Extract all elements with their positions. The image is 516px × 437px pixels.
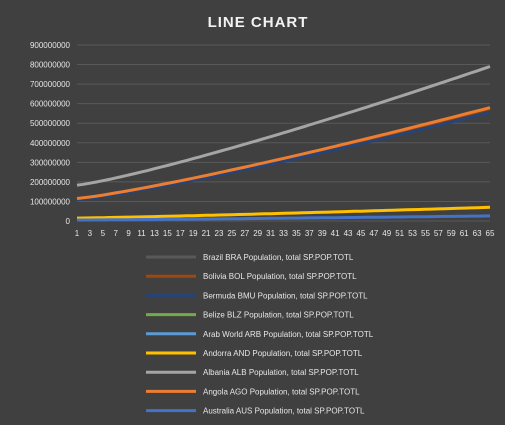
y-tick-label: 0 — [66, 217, 71, 226]
x-tick-label: 55 — [421, 229, 430, 238]
x-tick-label: 25 — [227, 229, 236, 238]
legend-item: Albania ALB Population, total SP.POP.TOT… — [146, 368, 359, 377]
x-tick-label: 23 — [215, 229, 224, 238]
x-tick-label: 41 — [331, 229, 340, 238]
series-line — [76, 65, 491, 187]
x-tick-label: 39 — [318, 229, 327, 238]
x-tick-label: 65 — [486, 229, 495, 238]
x-tick-label: 3 — [88, 229, 93, 238]
legend-label: Albania ALB Population, total SP.POP.TOT… — [203, 368, 359, 377]
legend-item: Angola AGO Population, total SP.POP.TOTL — [146, 387, 360, 396]
x-tick-label: 51 — [395, 229, 404, 238]
x-tick-label: 27 — [240, 229, 249, 238]
y-tick-label: 800000000 — [30, 61, 71, 70]
x-tick-label: 63 — [473, 229, 482, 238]
x-tick-label: 61 — [460, 229, 469, 238]
y-tick-label: 600000000 — [30, 100, 71, 109]
y-tick-label: 400000000 — [30, 139, 71, 148]
x-tick-label: 13 — [150, 229, 159, 238]
legend-item: Belize BLZ Population, total SP.POP.TOTL — [146, 311, 354, 320]
legend-item: Andorra AND Population, total SP.POP.TOT… — [146, 349, 363, 358]
x-tick-label: 43 — [344, 229, 353, 238]
series-line — [76, 205, 491, 220]
legend-label: Bolivia BOL Population, total SP.POP.TOT… — [203, 272, 357, 281]
x-tick-label: 11 — [137, 229, 146, 238]
x-axis: 1 3 5 7 9 11 13 15 17 19 21 23 25 27 29 31 33 35 37 39 41 43 4… — [75, 229, 495, 238]
x-tick-label: 5 — [101, 229, 106, 238]
y-tick-label: 200000000 — [30, 178, 71, 187]
legend-label: Angola AGO Population, total SP.POP.TOTL — [203, 387, 360, 396]
legend-label: Arab World ARB Population, total SP.POP.… — [203, 330, 374, 339]
legend-item: Bolivia BOL Population, total SP.POP.TOT… — [146, 272, 357, 281]
y-tick-label: 300000000 — [30, 158, 71, 167]
x-tick-label: 29 — [253, 229, 262, 238]
x-tick-label: 19 — [189, 229, 198, 238]
x-tick-label: 47 — [369, 229, 378, 238]
series-line — [76, 106, 491, 200]
legend-label: Belize BLZ Population, total SP.POP.TOTL — [203, 311, 354, 320]
x-tick-label: 59 — [447, 229, 456, 238]
legend: Brazil BRA Population, total SP.POP.TOTL… — [146, 253, 374, 416]
x-tick-label: 53 — [408, 229, 417, 238]
series-line — [77, 214, 491, 222]
legend-item: Australia AUS Population, total SP.POP.T… — [146, 407, 365, 416]
x-tick-label: 15 — [163, 229, 172, 238]
x-tick-label: 49 — [382, 229, 391, 238]
legend-item: Brazil BRA Population, total SP.POP.TOTL — [146, 253, 354, 262]
gridlines — [77, 44, 490, 222]
y-axis: 0 100000000 200000000 300000000 400000000 500… — [30, 41, 71, 226]
y-tick-label: 700000000 — [30, 80, 71, 89]
x-tick-label: 7 — [113, 229, 118, 238]
x-tick-label: 37 — [305, 229, 314, 238]
chart-title: LINE CHART — [208, 14, 309, 31]
x-tick-label: 33 — [279, 229, 288, 238]
x-tick-label: 21 — [202, 229, 211, 238]
x-tick-label: 57 — [434, 229, 443, 238]
y-tick-label: 500000000 — [30, 119, 71, 128]
legend-label: Bermuda BMU Population, total SP.POP.TOT… — [203, 291, 368, 300]
x-tick-label: 45 — [356, 229, 365, 238]
x-tick-label: 17 — [176, 229, 185, 238]
legend-item: Bermuda BMU Population, total SP.POP.TOT… — [146, 291, 368, 300]
y-tick-label: 900000000 — [30, 41, 71, 50]
legend-label: Brazil BRA Population, total SP.POP.TOTL — [203, 253, 354, 262]
y-tick-label: 100000000 — [30, 197, 71, 206]
x-tick-label: 31 — [266, 229, 275, 238]
x-tick-label: 35 — [292, 229, 301, 238]
chart-area-background — [0, 0, 505, 425]
legend-item: Arab World ARB Population, total SP.POP.… — [146, 330, 374, 339]
legend-label: Andorra AND Population, total SP.POP.TOT… — [203, 349, 363, 358]
x-tick-label: 9 — [126, 229, 131, 238]
legend-label: Australia AUS Population, total SP.POP.T… — [203, 407, 365, 416]
series-line — [76, 111, 491, 202]
series-lines — [76, 65, 491, 222]
x-tick-label: 1 — [75, 229, 80, 238]
